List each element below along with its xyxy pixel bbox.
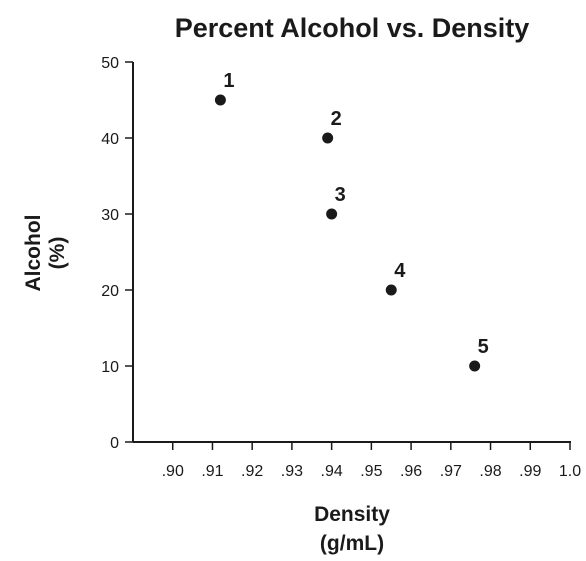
data-point-5 [469,360,481,372]
y-tick-label: 20 [101,283,119,300]
x-tick-label: .95 [360,463,382,480]
data-point-3 [326,208,338,220]
x-tick-label: .99 [519,463,541,480]
y-axis-title: Alcohol (%) [22,215,69,292]
data-points: 1 2 3 4 5 [214,70,489,372]
data-point-label-1: 1 [223,70,234,92]
x-tick-label: .90 [162,463,184,480]
y-tick-label: 30 [101,207,119,224]
x-tick-label: .96 [400,463,422,480]
data-point-4 [385,284,397,296]
x-tick-label: .98 [479,463,501,480]
y-axis-ticks: 0 10 20 30 40 50 [101,55,133,452]
x-tick-label: 1.0 [559,463,581,480]
x-axis-title-line-2: (g/mL) [320,532,384,555]
x-tick-label: .93 [281,463,303,480]
data-point-label-2: 2 [331,108,342,130]
data-point-label-3: 3 [335,184,346,206]
x-axis-title-line-1: Density [314,503,390,526]
y-tick-label: 50 [101,55,119,72]
data-point-label-4: 4 [394,260,406,282]
chart-title: Percent Alcohol vs. Density [175,13,530,43]
x-axis-ticks: .90 .91 .92 .93 .94 .95 .96 .97 .98 .99 1.0 [162,442,581,480]
y-tick-label: 0 [110,435,119,452]
x-tick-label: .97 [440,463,462,480]
y-tick-label: 40 [101,131,119,148]
x-tick-label: .91 [201,463,223,480]
y-axis-title-line-2: (%) [46,237,69,270]
y-axis-title-line-1: Alcohol [22,215,45,292]
x-tick-label: .94 [321,463,343,480]
data-point-2 [322,132,334,144]
x-tick-label: .92 [241,463,263,480]
y-tick-label: 10 [101,359,119,376]
data-point-1 [214,94,226,106]
data-point-label-5: 5 [478,336,489,358]
